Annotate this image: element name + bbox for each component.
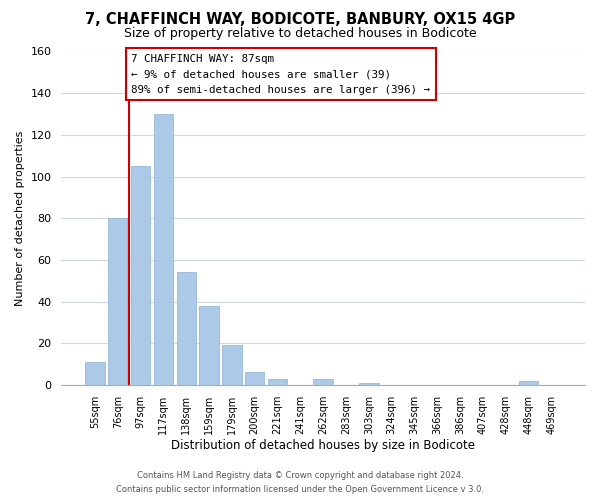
Bar: [108, 218, 127, 385]
Bar: [131, 166, 150, 385]
Text: Size of property relative to detached houses in Bodicote: Size of property relative to detached ho…: [124, 28, 476, 40]
Text: 7 CHAFFINCH WAY: 87sqm
← 9% of detached houses are smaller (39)
89% of semi-deta: 7 CHAFFINCH WAY: 87sqm ← 9% of detached …: [131, 54, 430, 95]
Y-axis label: Number of detached properties: Number of detached properties: [15, 130, 25, 306]
Text: 7, CHAFFINCH WAY, BODICOTE, BANBURY, OX15 4GP: 7, CHAFFINCH WAY, BODICOTE, BANBURY, OX1…: [85, 12, 515, 28]
Bar: [199, 306, 219, 385]
Text: Contains HM Land Registry data © Crown copyright and database right 2024.
Contai: Contains HM Land Registry data © Crown c…: [116, 472, 484, 494]
Bar: [268, 378, 287, 385]
Bar: [176, 272, 196, 385]
Bar: [85, 362, 104, 385]
Bar: [154, 114, 173, 385]
Bar: [359, 383, 379, 385]
Bar: [222, 346, 242, 385]
Bar: [245, 372, 265, 385]
X-axis label: Distribution of detached houses by size in Bodicote: Distribution of detached houses by size …: [171, 440, 475, 452]
Bar: [313, 378, 333, 385]
Bar: [519, 380, 538, 385]
